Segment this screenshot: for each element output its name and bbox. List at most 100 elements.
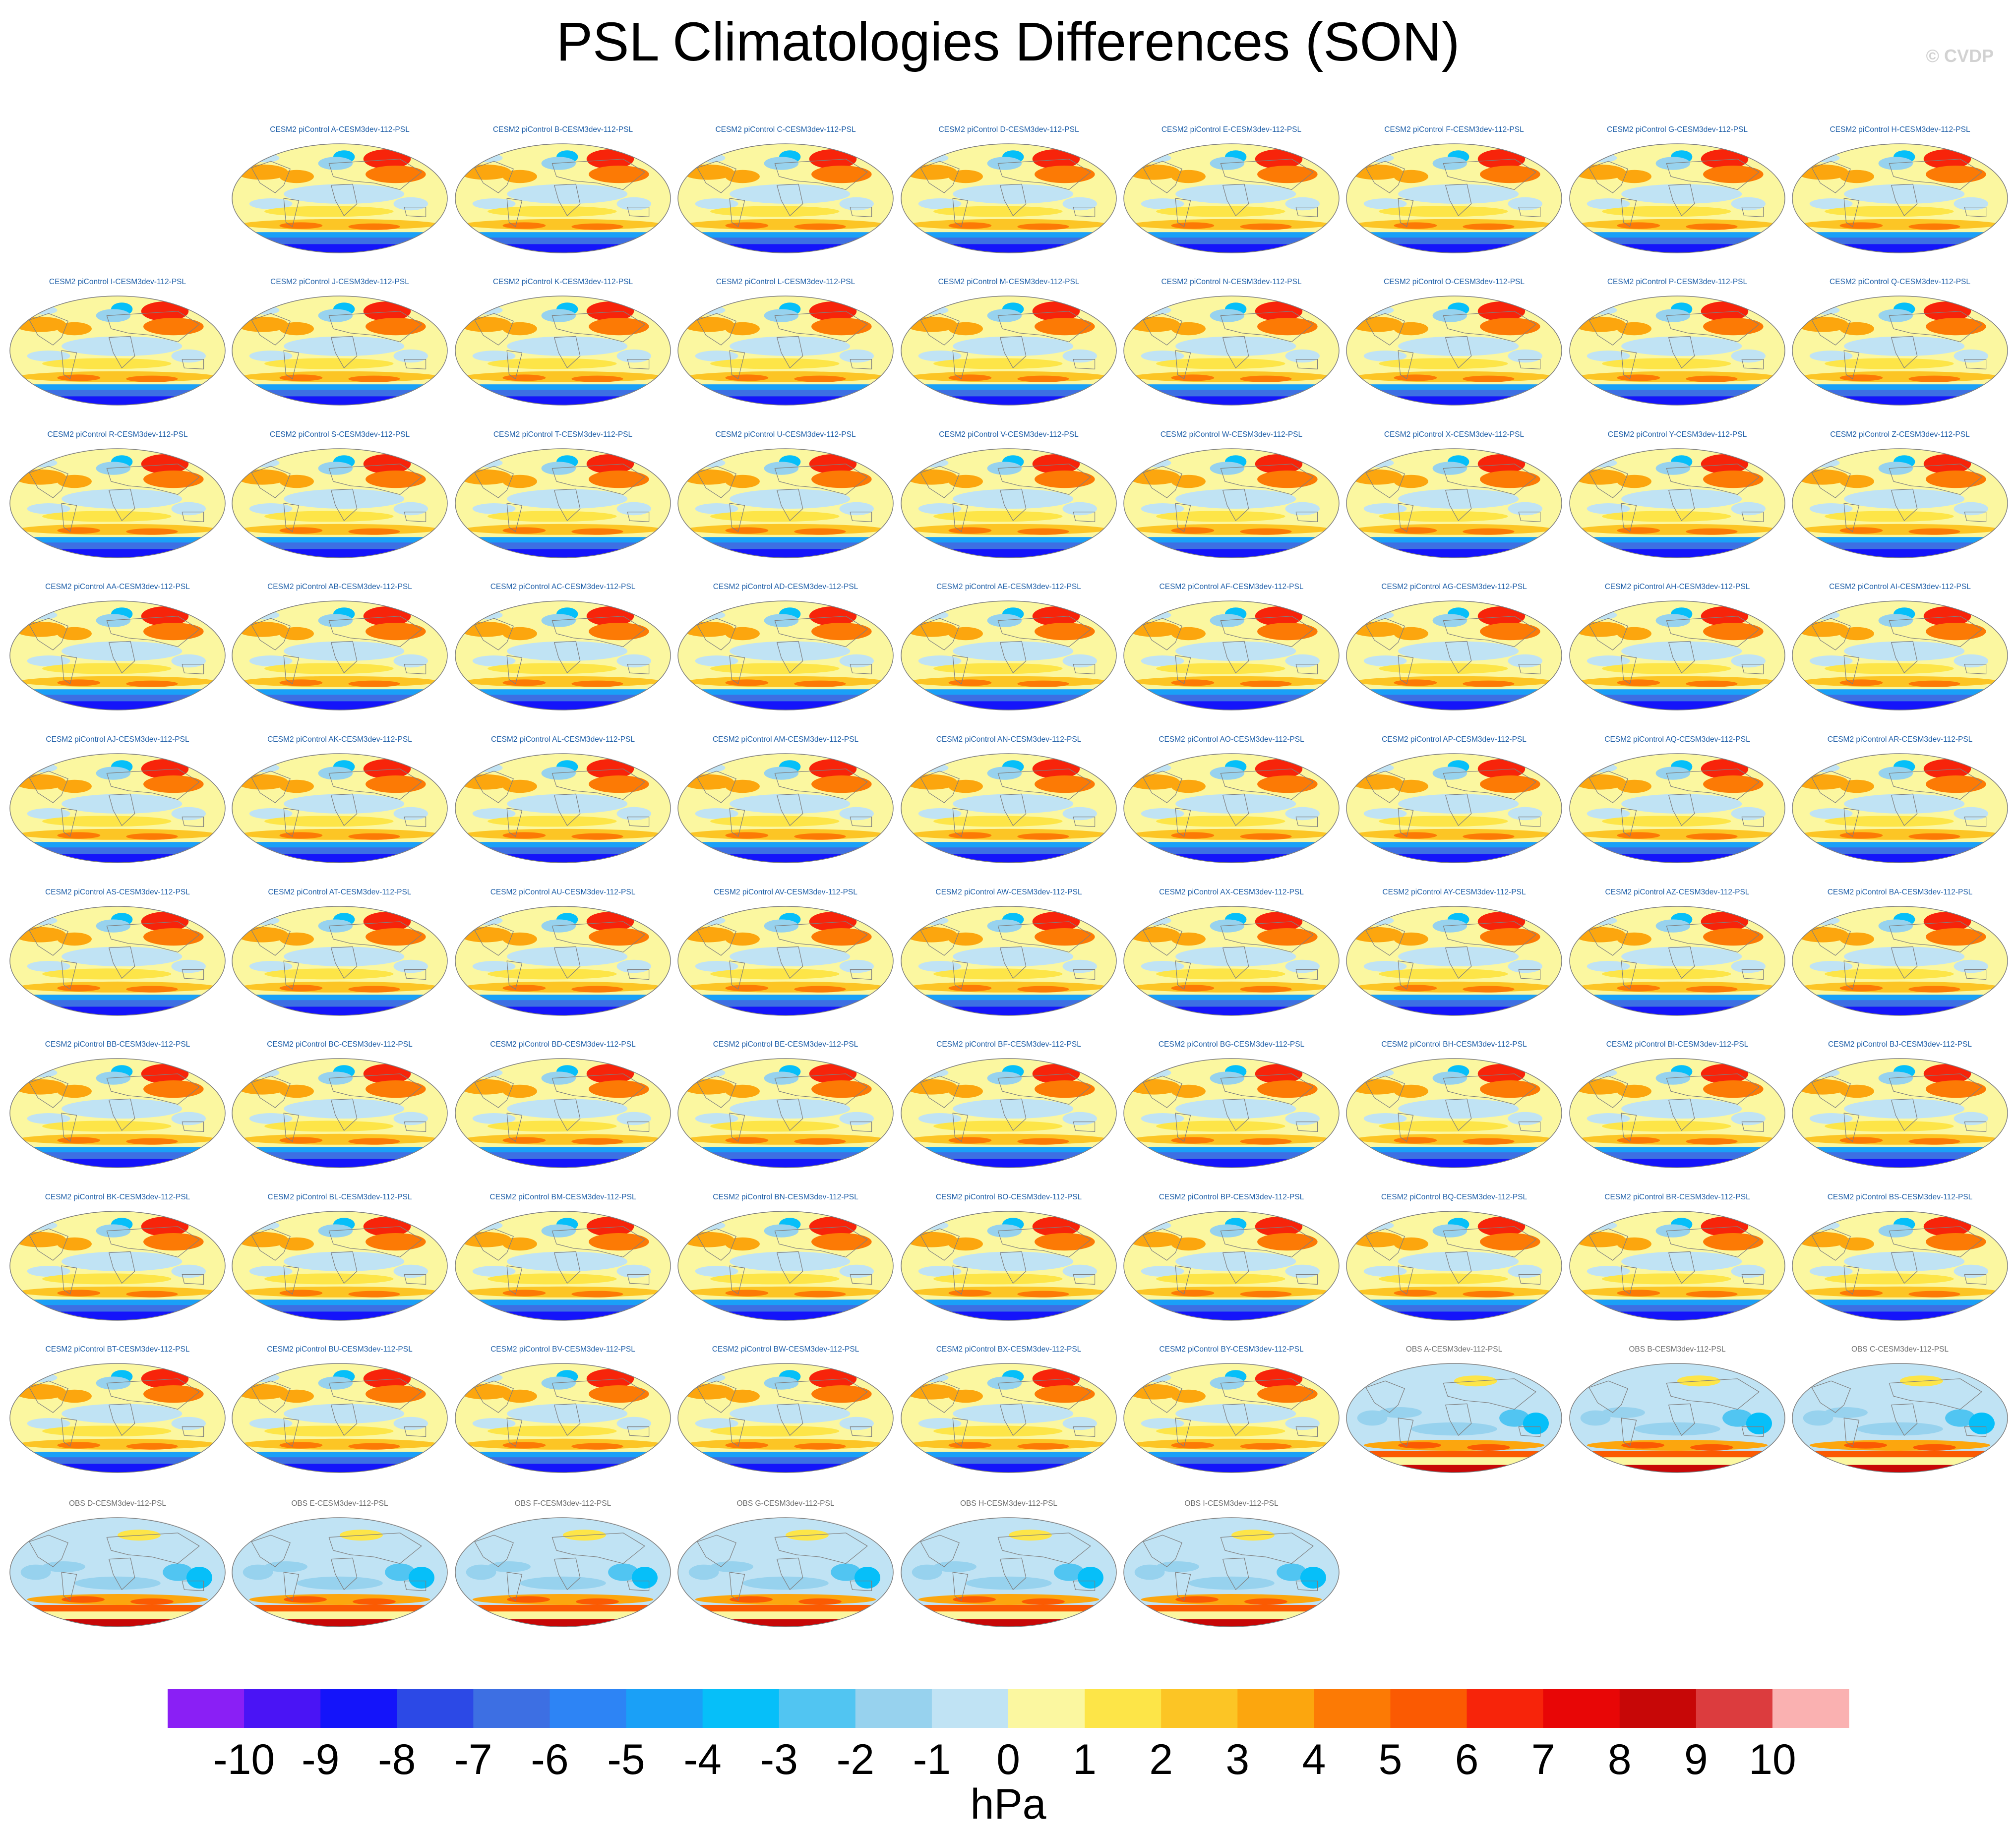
- contour-region: [809, 301, 857, 321]
- contour-region: [96, 462, 131, 475]
- colorbar-tick-label: -5: [607, 1736, 645, 1783]
- coastline: [1889, 311, 1982, 342]
- contour-region: [126, 1138, 178, 1145]
- contour-region: [1394, 1290, 1437, 1297]
- contour-region: [918, 1418, 962, 1429]
- contour-region: [1277, 1563, 1307, 1581]
- contour-region: [1035, 471, 1095, 488]
- coastline: [1666, 769, 1759, 800]
- map-panel: OBS B-CESM3dev-112-PSL: [1569, 1345, 1785, 1473]
- coastline: [29, 924, 68, 955]
- contour-region: [1617, 1137, 1660, 1144]
- coastline: [998, 159, 1091, 190]
- contour-region: [279, 832, 323, 839]
- contour-region: [725, 222, 769, 229]
- coastline: [1143, 1381, 1182, 1413]
- colorbar-tick-label: 8: [1608, 1736, 1632, 1783]
- coastline: [1000, 794, 1026, 826]
- contour-region: [1175, 1251, 1296, 1271]
- contour-region: [1398, 1442, 1441, 1449]
- coastline: [627, 1427, 649, 1437]
- coastline: [475, 924, 513, 955]
- coastline: [1844, 1418, 1859, 1446]
- coastline: [329, 1074, 422, 1105]
- colorbar-swatch: [1008, 1689, 1085, 1728]
- map-panel-title: CESM2 piControl W-CESM3dev-112-PSL: [1161, 430, 1303, 439]
- contour-region: [541, 1224, 576, 1238]
- coastline: [507, 351, 522, 379]
- coastline: [1175, 808, 1190, 836]
- contour-region: [1477, 759, 1526, 779]
- coastline: [697, 618, 736, 650]
- coastline: [1366, 1381, 1405, 1413]
- coastline: [475, 313, 513, 345]
- contour-region: [1617, 627, 1651, 641]
- contour-region: [794, 528, 846, 535]
- contour-region: [57, 322, 92, 336]
- coastline: [697, 1535, 736, 1567]
- coastline: [1669, 1251, 1695, 1283]
- map-outline: [677, 296, 894, 406]
- map-panel: CESM2 piControl I-CESM3dev-112-PSL: [9, 278, 226, 406]
- contour-region: [141, 759, 189, 779]
- contour-region: [279, 322, 314, 336]
- coastline: [331, 1558, 357, 1590]
- contour-region: [318, 309, 353, 322]
- coastline: [1742, 1427, 1763, 1437]
- contour-region: [730, 1099, 851, 1119]
- map-panel: CESM2 piControl AD-CESM3dev-112-PSL: [677, 583, 894, 710]
- map-panel: CESM2 piControl D-CESM3dev-112-PSL: [901, 125, 1117, 253]
- map-panel-title: CESM2 piControl AK-CESM3dev-112-PSL: [267, 735, 412, 744]
- map-panel-title: CESM2 piControl L-CESM3dev-112-PSL: [716, 278, 855, 286]
- contour-region: [541, 462, 576, 475]
- contour-region: [794, 833, 846, 840]
- map-panel: CESM2 piControl BR-CESM3dev-112-PSL: [1569, 1193, 1785, 1321]
- coastline: [1589, 466, 1628, 498]
- map-outline: [901, 143, 1117, 253]
- contour-region: [284, 1404, 405, 1423]
- map-panel: CESM2 piControl S-CESM3dev-112-PSL: [232, 430, 448, 558]
- contour-region: [764, 157, 799, 170]
- map-panel-title: CESM2 piControl U-CESM3dev-112-PSL: [715, 430, 856, 439]
- coastline: [107, 1379, 199, 1410]
- contour-region: [1701, 149, 1749, 169]
- map-panel-title: CESM2 piControl BE-CESM3dev-112-PSL: [713, 1040, 858, 1049]
- coastline: [331, 336, 357, 368]
- map-panel: CESM2 piControl BB-CESM3dev-112-PSL: [9, 1040, 226, 1168]
- contour-region: [502, 1237, 537, 1251]
- contour-region: [284, 336, 405, 356]
- coastline: [1073, 1122, 1095, 1132]
- colorbar-swatch: [702, 1689, 780, 1728]
- coastline: [1812, 1381, 1850, 1413]
- contour-region: [586, 301, 634, 321]
- contour-region: [1432, 614, 1467, 627]
- coastline: [920, 1076, 959, 1108]
- map-panel: CESM2 piControl BP-CESM3dev-112-PSL: [1123, 1193, 1340, 1321]
- colorbar-tick-label: -9: [302, 1736, 339, 1783]
- contour-region: [631, 1567, 658, 1589]
- contour-region: [61, 1099, 183, 1119]
- coastline: [331, 1404, 357, 1435]
- contour-region: [1617, 527, 1660, 534]
- contour-region: [987, 309, 1022, 322]
- contour-region: [1480, 775, 1540, 793]
- contour-region: [1480, 1080, 1540, 1098]
- contour-region: [279, 932, 314, 946]
- contour-region: [794, 375, 846, 382]
- contour-region: [987, 767, 1022, 780]
- coastline: [730, 1113, 744, 1141]
- map-panel: CESM2 piControl BX-CESM3dev-112-PSL: [901, 1345, 1117, 1473]
- map-outline: [1346, 1363, 1562, 1473]
- map-outline: [1346, 296, 1562, 406]
- contour-region: [1432, 462, 1467, 475]
- contour-region: [966, 1576, 1052, 1590]
- contour-region: [742, 1576, 829, 1590]
- map-outline: [232, 1211, 448, 1321]
- map-panel: CESM2 piControl X-CESM3dev-112-PSL: [1346, 430, 1562, 558]
- contour-region: [1240, 1138, 1292, 1145]
- contour-region: [953, 184, 1074, 204]
- contour-region: [948, 222, 992, 229]
- coastline: [627, 207, 649, 217]
- contour-region: [57, 1137, 101, 1144]
- contour-region: [809, 1064, 857, 1084]
